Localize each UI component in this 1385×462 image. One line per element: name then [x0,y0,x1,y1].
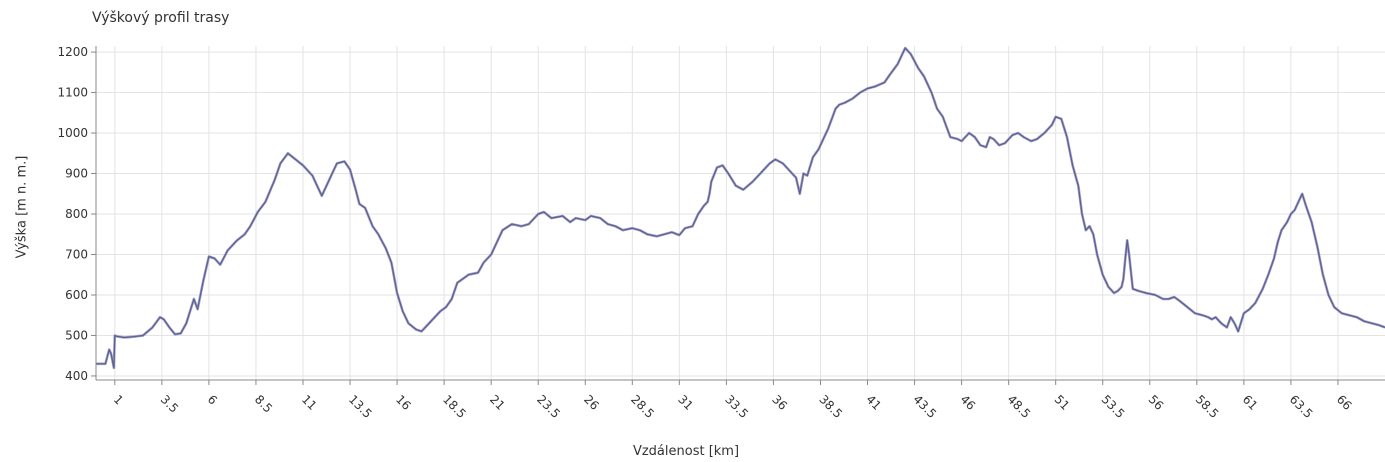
x-tick-label: 43.5 [910,392,939,421]
x-tick-label: 46 [957,392,978,413]
x-tick-label: 48.5 [1005,392,1034,421]
x-tick-label: 26 [581,392,602,413]
axes [95,46,1385,381]
x-tick-label: 36 [769,392,790,413]
x-tick-label: 21 [487,392,508,413]
series-group [96,46,1385,370]
x-tick-label: 63.5 [1287,392,1316,421]
y-tick-label: 800 [65,207,88,221]
x-tick-label: 53.5 [1099,392,1128,421]
x-tick-label: 41 [863,392,884,413]
x-tick-label: 8.5 [252,392,275,415]
x-tick-label: 3.5 [158,392,181,415]
x-tick-label: 23.5 [534,392,563,421]
series-line [96,47,1385,369]
series-line-halo [96,46,1385,370]
x-tick-label: 61 [1240,392,1261,413]
y-tick-label: 1200 [57,45,88,59]
y-axis-ticks: 400 500 600 700 800 900 1000 1100 1200 [57,45,96,383]
x-tick-label: 16 [393,392,414,413]
x-tick-label: 51 [1052,392,1073,413]
x-tick-label: 33.5 [722,392,751,421]
x-tick-label: 18.5 [440,392,469,421]
y-tick-label: 700 [65,247,88,261]
x-axis-ticks: 1 3.5 6 8.5 11 13.5 16 18.5 21 23.5 26 28.5 31 33.5 36… [111,380,1355,421]
x-tick-label: 11 [299,392,320,413]
x-tick-label: 28.5 [628,392,657,421]
x-tick-label: 1 [111,392,126,407]
y-tick-label: 400 [65,369,88,383]
x-tick-label: 6 [205,392,220,407]
y-tick-label: 1100 [57,86,88,100]
x-tick-label: 31 [675,392,696,413]
x-tick-label: 38.5 [816,392,845,421]
x-tick-label: 66 [1334,392,1355,413]
x-tick-label: 13.5 [346,392,375,421]
grid-lines [96,46,1385,380]
y-tick-label: 900 [65,167,88,181]
chart-title: Výškový profil trasy [92,10,230,26]
x-tick-label: 56 [1146,392,1167,413]
x-axis-label: Vzdálenost [km] [632,444,740,459]
y-tick-label: 1000 [57,126,88,140]
y-tick-label: 500 [65,328,88,342]
y-tick-label: 600 [65,288,88,302]
x-tick-label: 58.5 [1193,392,1222,421]
